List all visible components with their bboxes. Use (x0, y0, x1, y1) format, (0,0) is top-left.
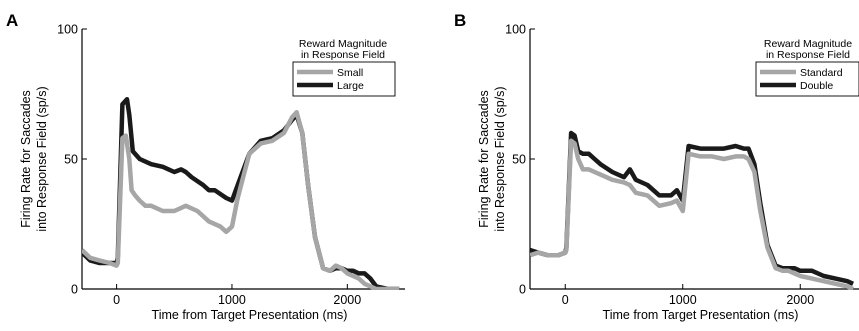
legend-box (292, 61, 396, 97)
legend-label-standard: Standard (800, 67, 843, 79)
x-tick-label: 2000 (786, 293, 814, 307)
legend-box (755, 61, 859, 97)
y-tick-label: 0 (519, 283, 526, 297)
y-tick-label: 100 (505, 23, 526, 37)
legend-label-small: Small (337, 67, 363, 79)
panel-letter: B (454, 11, 466, 30)
x-axis-label: Time from Target Presentation (ms) (152, 308, 348, 322)
legend-label-large: Large (337, 80, 364, 92)
x-tick-label: 0 (113, 293, 120, 307)
y-tick-label: 50 (64, 153, 78, 167)
y-axis-label-line: into Response Field (sp/s) (493, 86, 507, 231)
x-tick-label: 1000 (669, 293, 697, 307)
legend-title-line: Reward Magnitude (764, 38, 852, 50)
series-line-standard (530, 138, 855, 290)
y-axis-label-line: Firing Rate for Saccades (477, 90, 491, 228)
y-tick-label: 0 (71, 283, 78, 297)
x-axis-label: Time from Target Presentation (ms) (603, 308, 799, 322)
x-tick-label: 1000 (218, 293, 246, 307)
series-group (82, 96, 400, 290)
legend-title-line: Reward Magnitude (299, 38, 387, 50)
legend-title-line: in Response Field (301, 49, 385, 61)
panel-letter: A (6, 11, 18, 30)
series-line-double (530, 130, 855, 286)
y-tick-label: 100 (57, 23, 78, 37)
y-axis-label-line: into Response Field (sp/s) (35, 86, 49, 231)
series-group (530, 130, 855, 290)
y-axis-label-line: Firing Rate for Saccades (19, 90, 33, 228)
x-tick-label: 2000 (333, 293, 361, 307)
x-tick-label: 0 (562, 293, 569, 307)
legend-title-line: in Response Field (766, 49, 850, 61)
series-line-small (82, 109, 400, 290)
legend-label-double: Double (800, 80, 833, 92)
y-tick-label: 50 (512, 153, 526, 167)
